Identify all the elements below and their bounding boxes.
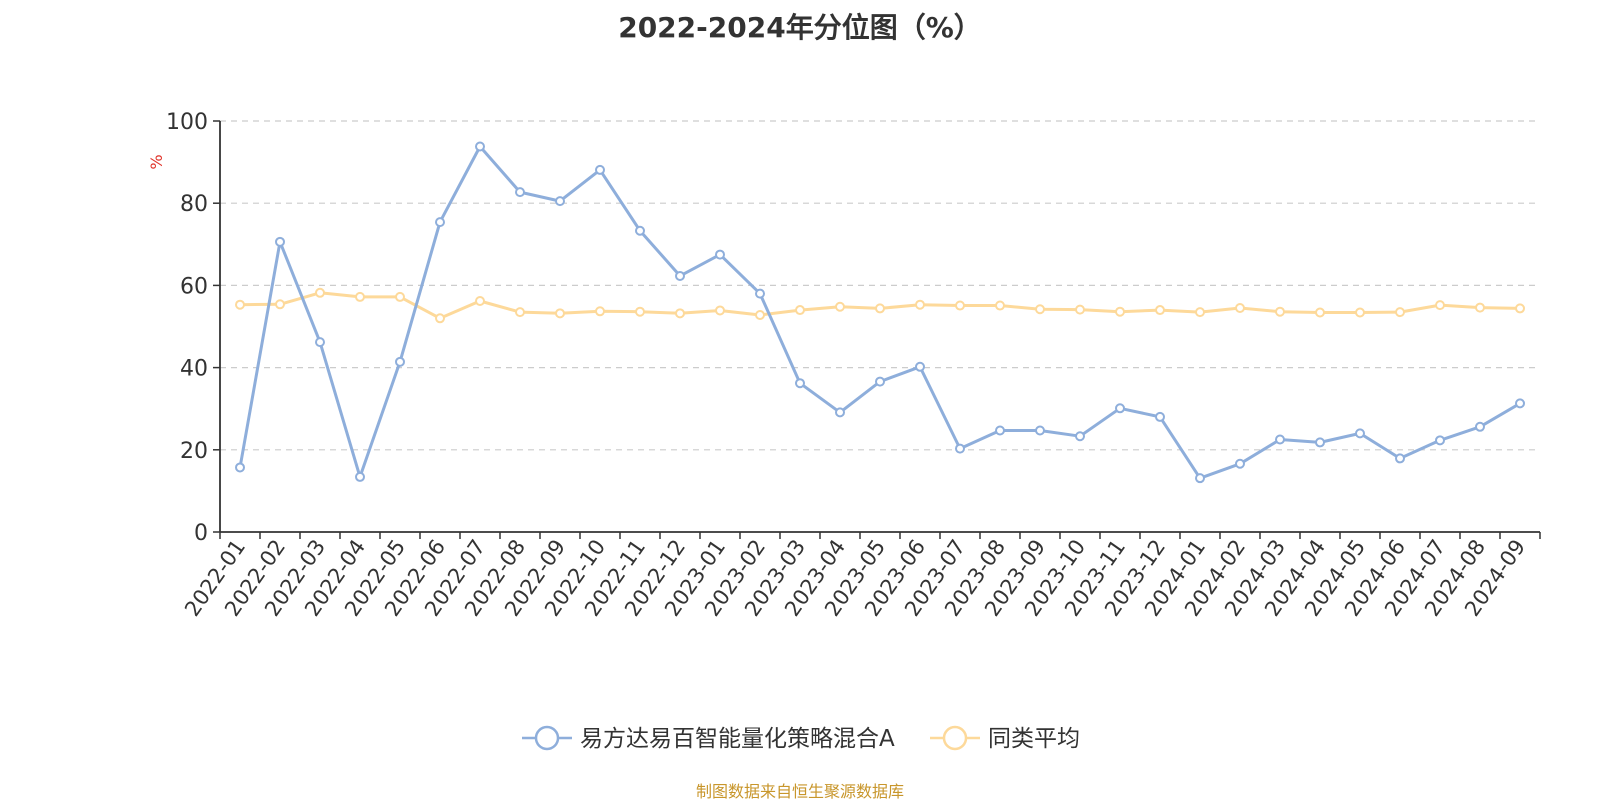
data-point	[1195, 473, 1205, 484]
data-point	[1195, 307, 1205, 318]
y-tick-label: 40	[180, 357, 208, 382]
data-point	[995, 300, 1005, 311]
data-point	[395, 356, 405, 367]
data-point	[915, 361, 925, 372]
data-point	[1235, 303, 1245, 314]
y-tick-label: 0	[194, 521, 208, 546]
series-1	[235, 287, 1525, 324]
series-layer	[235, 141, 1525, 484]
data-point	[955, 443, 965, 454]
data-point	[275, 299, 285, 310]
legend-item-0[interactable]: 易方达易百智能量化策略混合A	[522, 725, 895, 752]
y-axis-label: %	[147, 154, 166, 169]
data-point	[1155, 411, 1165, 422]
data-point	[1075, 431, 1085, 442]
data-point	[715, 249, 725, 260]
data-point	[595, 306, 605, 317]
legend[interactable]: 易方达易百智能量化策略混合A 同类平均	[522, 725, 1080, 752]
data-point	[235, 462, 245, 473]
data-point	[1395, 307, 1405, 318]
data-point	[715, 305, 725, 316]
data-point	[1035, 425, 1045, 436]
data-point	[355, 471, 365, 482]
series-0	[235, 141, 1525, 484]
data-point	[515, 307, 525, 318]
y-tick-label: 100	[166, 110, 208, 135]
data-point	[675, 270, 685, 281]
data-point	[995, 425, 1005, 436]
data-point	[435, 217, 445, 228]
data-point	[1395, 453, 1405, 464]
data-point	[795, 305, 805, 316]
data-point	[1035, 304, 1045, 315]
y-tick-label: 80	[180, 192, 208, 217]
data-point	[1515, 303, 1525, 314]
data-point	[355, 291, 365, 302]
data-point	[1355, 428, 1365, 439]
legend-label: 同类平均	[988, 726, 1080, 752]
data-point	[675, 308, 685, 319]
data-point	[755, 288, 765, 299]
data-point	[315, 337, 325, 348]
data-point	[1275, 306, 1285, 317]
y-tick-label: 60	[180, 274, 208, 299]
data-point	[795, 378, 805, 389]
source-note: 制图数据来自恒生聚源数据库	[695, 782, 904, 801]
legend-label: 易方达易百智能量化策略混合A	[580, 726, 895, 752]
data-point	[1475, 302, 1485, 313]
axis-layer: 020406080100%2022-012022-022022-032022-0…	[147, 110, 1541, 621]
data-point	[875, 376, 885, 387]
data-point	[915, 299, 925, 310]
data-point	[1515, 398, 1525, 409]
data-point	[875, 303, 885, 314]
data-point	[435, 313, 445, 324]
data-point	[635, 225, 645, 236]
data-point	[235, 299, 245, 310]
data-point	[635, 306, 645, 317]
legend-circle-icon	[534, 725, 560, 751]
grid-layer	[220, 120, 1540, 451]
data-point	[955, 300, 965, 311]
data-point	[275, 236, 285, 247]
data-point	[1475, 421, 1485, 432]
data-point	[1355, 307, 1365, 318]
data-point	[835, 301, 845, 312]
data-point	[555, 308, 565, 319]
data-point	[1435, 435, 1445, 446]
data-point	[515, 187, 525, 198]
data-point	[1115, 306, 1125, 317]
data-point	[315, 287, 325, 298]
data-point	[755, 309, 765, 320]
data-point	[555, 196, 565, 207]
legend-item-1[interactable]: 同类平均	[930, 725, 1080, 752]
data-point	[1235, 458, 1245, 469]
y-tick-label: 20	[180, 439, 208, 464]
data-point	[1315, 437, 1325, 448]
data-point	[595, 164, 605, 175]
data-point	[1115, 403, 1125, 414]
data-point	[1075, 304, 1085, 315]
data-point	[395, 291, 405, 302]
data-point	[1155, 305, 1165, 316]
data-point	[1315, 307, 1325, 318]
chart-title: 2022-2024年分位图（%）	[618, 11, 982, 44]
data-point	[835, 407, 845, 418]
data-point	[475, 141, 485, 152]
legend-circle-icon	[942, 725, 968, 751]
data-point	[1435, 300, 1445, 311]
data-point	[1275, 434, 1285, 445]
data-point	[475, 296, 485, 307]
